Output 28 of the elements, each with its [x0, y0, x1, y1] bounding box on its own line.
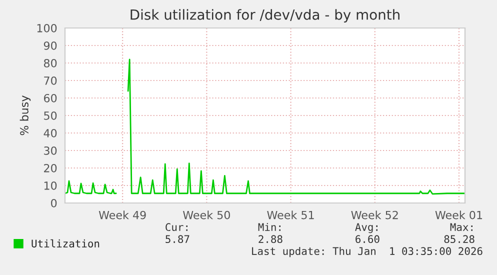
y-tick-label: 70 — [44, 76, 57, 85]
y-tick-label: 30 — [44, 146, 57, 155]
y-tick-label: 50 — [44, 111, 57, 120]
x-tick-label: Week 52 — [351, 210, 398, 220]
y-tick-label: 100 — [37, 24, 57, 32]
y-tick-label: 40 — [44, 128, 57, 138]
text: 5.87 — [166, 235, 190, 244]
y-tick-label: 80 — [44, 58, 57, 68]
y-tick-label: 60 — [44, 94, 57, 102]
x-tick-label: Week 50 — [182, 210, 230, 220]
y-axis-title: % busy — [20, 96, 31, 136]
text: Last update: Thu Jan 1 03:35:00 2026 — [252, 246, 482, 258]
text: 2.88 — [258, 235, 282, 244]
text: 85.28 — [444, 235, 474, 244]
y-tick-label: 10 — [44, 181, 57, 190]
x-tick-label: Week 51 — [267, 210, 314, 220]
x-tick-label: Week 49 — [98, 210, 146, 220]
legend-label: Utilization — [32, 239, 100, 248]
y-tick-label: 90 — [44, 41, 57, 50]
text: 6.60 — [356, 235, 380, 244]
y-tick-label: 0 — [51, 198, 57, 208]
y-tick-label: 20 — [44, 164, 57, 172]
text: Max: — [450, 223, 472, 232]
text: Avg: — [355, 223, 378, 234]
text: Cur: — [166, 223, 188, 232]
x-tick-label: Week 01 — [435, 210, 482, 220]
text: Min: — [258, 222, 280, 231]
chart-title: Disk utilization for /dev/vda - by month — [130, 9, 400, 23]
